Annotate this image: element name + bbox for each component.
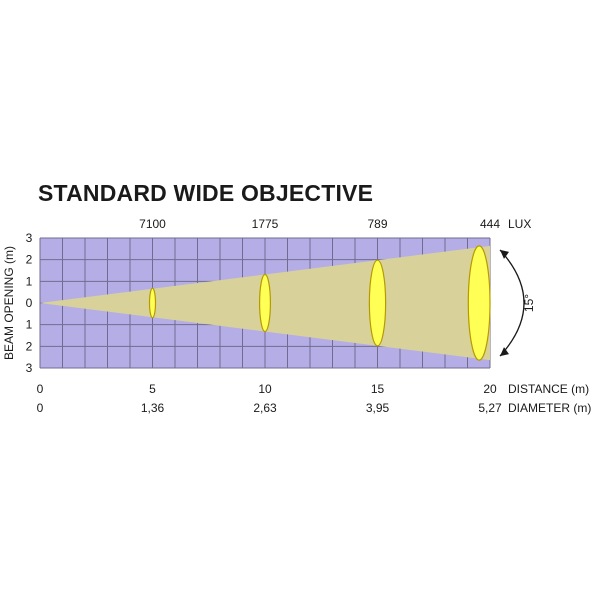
distance-value: 10 (258, 382, 272, 396)
y-tick-label: 0 (26, 296, 33, 310)
distance-axis-label: DISTANCE (m) (508, 382, 589, 396)
arrow-head-top (500, 249, 509, 259)
lux-value: 789 (367, 217, 387, 231)
diameter-value: 3,95 (366, 401, 390, 415)
lux-value: 1775 (252, 217, 279, 231)
beam-spots (148, 245, 491, 361)
distance-value: 0 (37, 382, 44, 396)
diameter-value: 1,36 (141, 401, 165, 415)
distance-value: 20 (483, 382, 497, 396)
lux-value: 444 (480, 217, 500, 231)
diameter-value: 0 (37, 401, 44, 415)
angle-label: 15° (522, 294, 536, 312)
y-tick-label: 3 (26, 361, 33, 375)
diameter-value: 2,63 (253, 401, 277, 415)
diagram-title: STANDARD WIDE OBJECTIVE (38, 180, 374, 206)
y-axis-title: BEAM OPENING (m) (2, 246, 16, 360)
beam-spot (148, 287, 157, 319)
y-tick-label: 2 (26, 253, 33, 267)
distance-value: 15 (371, 382, 385, 396)
distance-value: 5 (149, 382, 156, 396)
lux-unit-label: LUX (508, 217, 531, 231)
y-tick-label: 1 (26, 318, 33, 332)
beam-spot (368, 259, 387, 347)
y-tick-label: 2 (26, 339, 33, 353)
arrow-head-bottom (500, 347, 509, 357)
beam-spot (258, 273, 272, 333)
y-tick-label: 3 (26, 231, 33, 245)
diameter-axis-label: DIAMETER (m) (508, 401, 591, 415)
angle-arc (499, 249, 525, 357)
angle-indicator: 15° (499, 249, 536, 357)
y-tick-label: 1 (26, 274, 33, 288)
diameter-value: 5,27 (478, 401, 502, 415)
beam-spot (467, 245, 491, 361)
lux-value: 7100 (139, 217, 166, 231)
